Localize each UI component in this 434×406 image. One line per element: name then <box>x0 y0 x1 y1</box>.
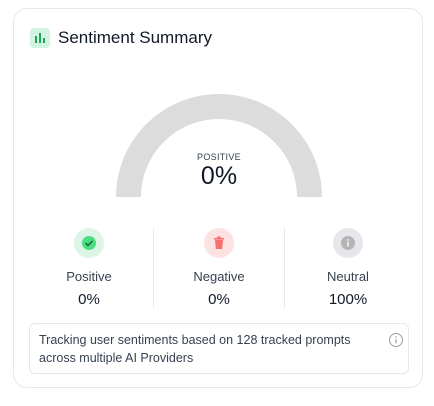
stat-value: 100% <box>328 291 368 308</box>
stat-label: Negative <box>193 269 245 284</box>
title-icon <box>30 28 50 48</box>
stat-label: Neutral <box>327 269 369 284</box>
divider <box>153 228 154 308</box>
stat-positive: Positive 0% <box>24 228 154 308</box>
stat-neutral: Neutral 100% <box>283 228 413 308</box>
footer-note: Tracking user sentiments based on 128 tr… <box>29 323 409 374</box>
card-title: Sentiment Summary <box>58 28 212 47</box>
stat-value: 0% <box>208 291 230 308</box>
positive-icon <box>74 228 104 258</box>
footer-text: Tracking user sentiments based on 128 tr… <box>39 333 351 365</box>
stat-label: Positive <box>66 269 112 284</box>
stat-value: 0% <box>78 291 100 308</box>
gauge <box>116 94 322 197</box>
sentiment-card <box>13 8 423 388</box>
stat-negative: Negative 0% <box>154 228 284 308</box>
negative-icon <box>204 228 234 258</box>
info-icon[interactable] <box>388 332 404 348</box>
divider <box>284 228 285 308</box>
gauge-label: POSITIVE <box>197 152 241 162</box>
gauge-value: 0% <box>200 162 238 190</box>
neutral-icon <box>333 228 363 258</box>
